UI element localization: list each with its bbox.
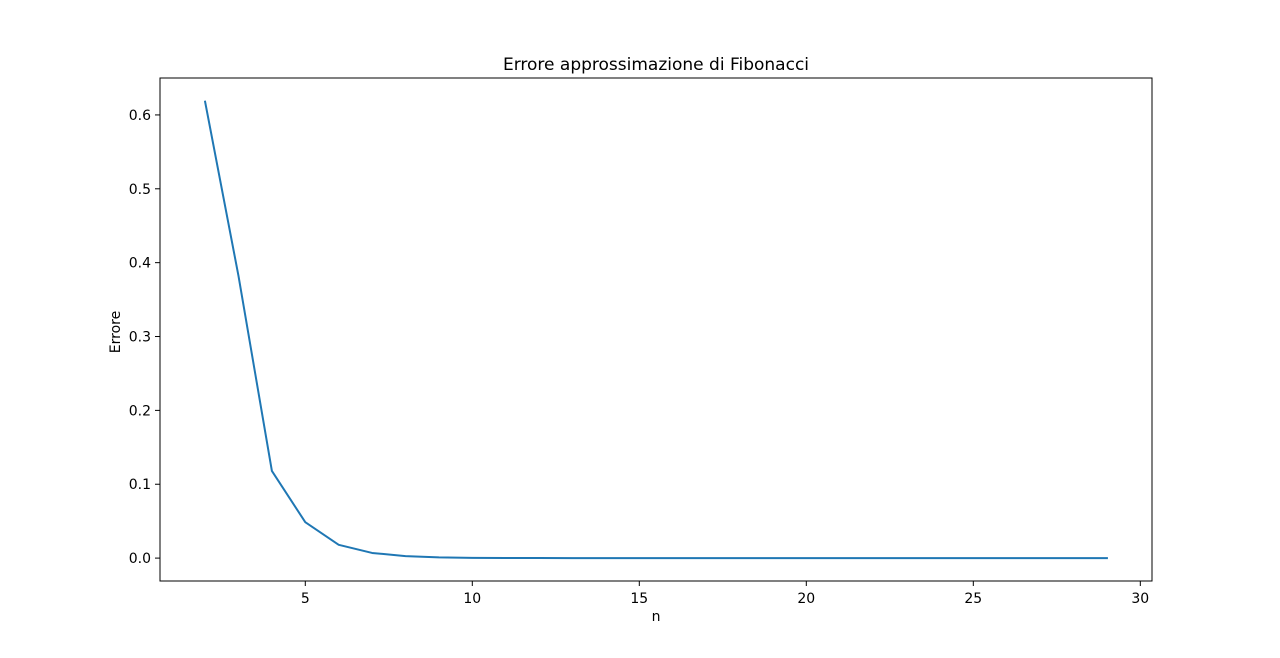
y-axis-label: Errore: [108, 311, 124, 353]
y-tick-label: 0.5: [129, 182, 151, 198]
axes-frame: [159, 77, 1153, 582]
y-axis: 0.0 0.1 0.2 0.3 0.4 0.5 0.6: [129, 108, 160, 567]
series-line-0: [203, 100, 1108, 560]
x-tick-label: 5: [301, 591, 310, 607]
x-tick-label: 10: [463, 591, 481, 607]
y-tick-label: 0.3: [129, 330, 151, 346]
x-axis-label: n: [652, 609, 661, 625]
y-tick-label: 0.4: [129, 256, 151, 272]
y-tick-label: 0.2: [129, 403, 151, 419]
x-tick-label: 25: [964, 591, 982, 607]
chart-title: Errore approssimazione di Fibonacci: [503, 55, 809, 75]
x-axis: 5 10 15 20 25 30: [301, 581, 1149, 607]
y-tick-label: 0.6: [129, 108, 151, 124]
x-tick-label: 15: [630, 591, 648, 607]
x-tick-label: 20: [797, 591, 815, 607]
x-tick-label: 30: [1131, 591, 1149, 607]
y-tick-label: 0.0: [129, 551, 151, 567]
y-tick-label: 0.1: [129, 477, 151, 493]
plot-area: [159, 77, 1153, 582]
